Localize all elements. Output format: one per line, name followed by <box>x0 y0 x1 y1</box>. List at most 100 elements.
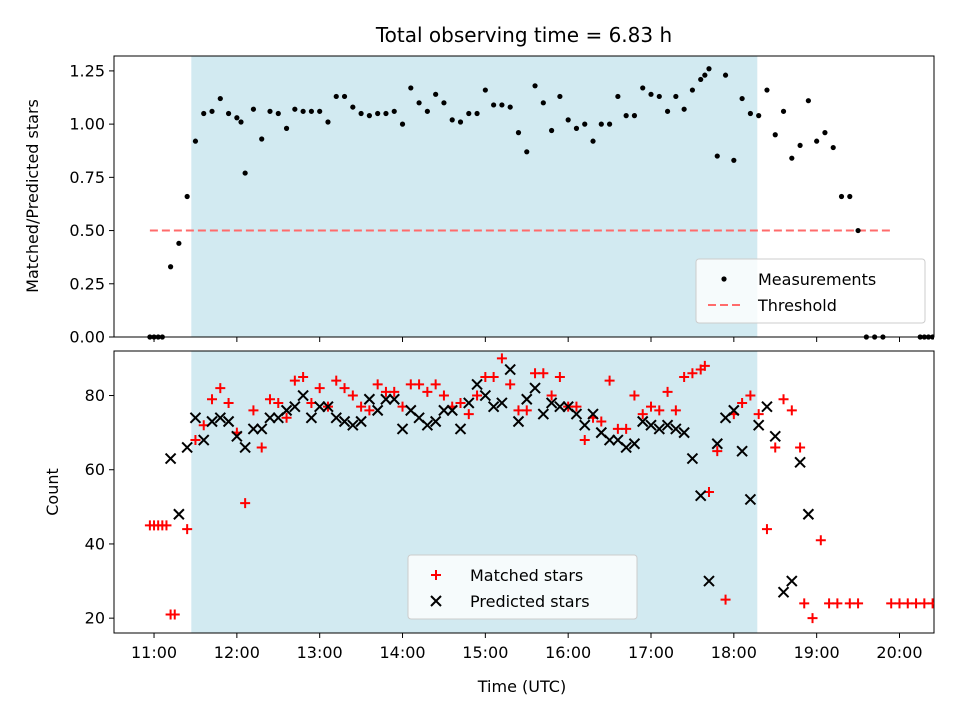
top-measurementspoint <box>167 264 174 270</box>
bottom-x-tick-label: 17:00 <box>628 643 674 662</box>
top-measurementspoint <box>797 142 803 149</box>
top-measurementspoint <box>474 110 480 117</box>
bottom-matched-starspoint <box>414 379 425 390</box>
top-measurementspoint <box>147 334 153 340</box>
bottom-predicted-starspoint <box>322 400 334 413</box>
top-measurementspoint <box>565 117 571 123</box>
bottom-predicted-starspoint <box>355 415 367 428</box>
top-y-tick-label: 0.25 <box>69 274 105 293</box>
top-measurementspoint <box>880 334 886 340</box>
top-measurementspoint <box>598 121 604 127</box>
top-y-tick-label: 0.50 <box>69 221 105 240</box>
bottom-predicted-starspoint <box>181 441 193 454</box>
bottom-y-tick-label: 80 <box>85 386 105 405</box>
bottom-x-tick-label: 13:00 <box>297 643 343 662</box>
top-y-tick-label: 0.75 <box>69 168 105 187</box>
top-measurementspoint <box>814 138 820 144</box>
top-measurementspoint <box>184 193 190 200</box>
bottom-predicted-starspoint <box>529 382 541 394</box>
bottom-legend-box <box>407 554 638 620</box>
bottom-predicted-starspoint <box>338 415 351 428</box>
top-measurementspoint <box>863 334 869 340</box>
top-measurementspoint <box>557 93 563 100</box>
top-measurementspoint <box>242 170 248 176</box>
bottom-matched-starspoint <box>927 598 934 609</box>
bottom-matched-starspoint <box>161 520 172 531</box>
bottom-predicted-starspoint <box>579 419 591 431</box>
bottom-predicted-starspoint <box>206 415 218 428</box>
bottom-predicted-starspoint <box>421 419 434 431</box>
bottom-predicted-starspoint <box>537 408 550 420</box>
bottom-matched-starspoint <box>778 394 789 405</box>
top-measurementspoint <box>590 138 596 144</box>
bottom-points <box>144 353 934 624</box>
bottom-matched-starspoint <box>604 375 615 386</box>
bottom-matched-starspoint <box>207 394 218 405</box>
top-measurementspoint <box>358 110 364 117</box>
top-measurementspoint <box>391 108 397 114</box>
top-measurementspoint <box>325 119 331 125</box>
top-measurementspoint <box>482 87 488 93</box>
bottom-matched-starspoint <box>646 401 657 412</box>
top-measurementspoint <box>756 113 762 119</box>
bottom-x-tick-label: 20:00 <box>876 643 922 662</box>
bottom-matched-starspoint <box>488 371 499 382</box>
top-measurementspoint <box>292 106 298 112</box>
top-measurementspoint <box>300 108 306 114</box>
bottom-matched-starspoint <box>629 390 640 401</box>
top-measurementspoint <box>333 93 339 100</box>
bottom-matched-starspoint <box>339 383 350 394</box>
bottom-matched-starspoint <box>169 609 180 620</box>
top-measurementspoint <box>698 76 704 83</box>
top-axes-frame <box>113 55 935 338</box>
bottom-matched-starspoint <box>190 435 201 446</box>
bottom-matched-starspoint <box>687 368 698 379</box>
bottom-predicted-starspoint <box>256 423 268 435</box>
top-points <box>147 66 934 340</box>
top-measurementspoint <box>606 121 613 127</box>
bottom-matched-starspoint <box>712 446 723 457</box>
bottom-matched-starspoint <box>538 368 549 379</box>
bottom-predicted-starspoint <box>802 508 815 520</box>
bottom-predicted-starspoint <box>347 419 359 431</box>
bottom-y-tick-label: 40 <box>85 534 105 553</box>
top-measurementspoint <box>201 110 207 117</box>
bottom-matched-starspoint <box>389 386 400 397</box>
top-measurementspoint <box>491 102 497 108</box>
top-measurementspoint <box>441 100 447 106</box>
bottom-predicted-starspoint <box>694 490 707 502</box>
bottom-predicted-starspoint <box>637 415 649 428</box>
bottom-matched-starspoint <box>314 383 325 394</box>
top-measurementspoint <box>673 93 679 100</box>
bottom-matched-starspoint <box>753 409 764 420</box>
bottom-predicted-starspoint <box>305 412 318 424</box>
top-measurementspoint <box>722 72 729 78</box>
bottom-predicted-starspoint <box>313 400 326 413</box>
bottom-matched-starspoint <box>331 375 342 386</box>
bottom-x-tick-label: 11:00 <box>131 643 177 662</box>
bottom-predicted-starspoint <box>173 508 185 520</box>
bottom-matched-starspoint <box>786 405 797 416</box>
bottom-predicted-starspoint <box>628 438 641 450</box>
top-measurementspoint <box>507 104 513 110</box>
bottom-predicted-starspoint <box>794 456 806 469</box>
bottom-matched-starspoint <box>770 442 781 453</box>
bottom-predicted-starspoint <box>711 438 723 450</box>
bottom-matched-starspoint <box>795 442 806 453</box>
top-legend-label: Threshold <box>757 296 837 315</box>
bottom-predicted-starspoint <box>587 408 599 420</box>
bottom-predicted-starspoint <box>222 415 235 428</box>
bottom-predicted-starspoint <box>429 415 442 428</box>
bottom-matched-starspoint <box>248 405 259 416</box>
top-measurementspoint <box>623 113 629 119</box>
top-measurementspoint <box>764 87 770 93</box>
top-measurementspoint <box>524 149 530 155</box>
top-y-axis-label: Matched/Predicted stars <box>23 99 42 293</box>
bottom-predicted-starspoint <box>752 419 765 431</box>
chart-title: Total observing time = 6.83 h <box>375 23 672 47</box>
bottom-matched-starspoint <box>496 353 507 364</box>
top-measurementspoint <box>615 93 621 100</box>
bottom-predicted-starspoint <box>645 419 657 431</box>
bottom-predicted-starspoint <box>653 423 665 435</box>
bottom-predicted-starspoint <box>164 452 177 465</box>
